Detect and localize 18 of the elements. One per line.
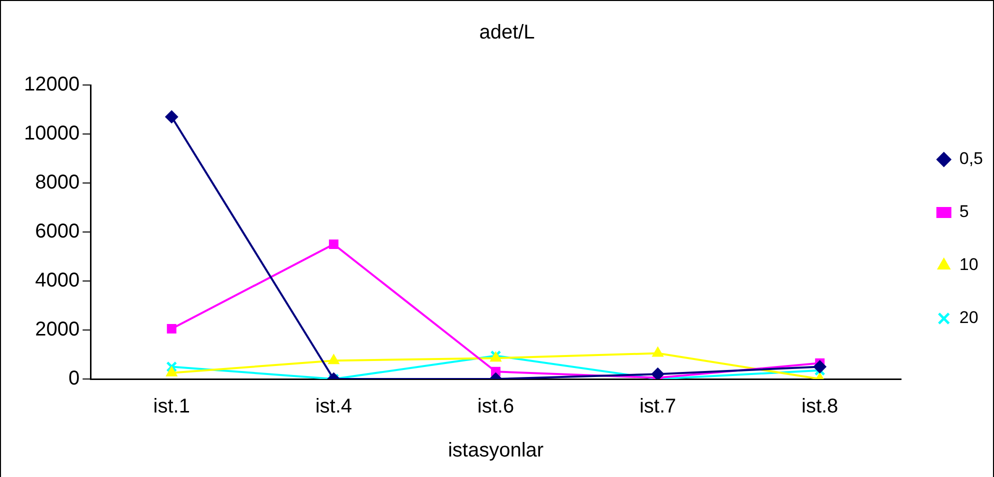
legend-label: 10: [959, 255, 978, 274]
x-tick-label: ist.1: [153, 396, 190, 418]
legend-label: 5: [959, 202, 969, 222]
y-tick-label: 8000: [35, 172, 80, 194]
x-tick-label: ist.4: [315, 396, 352, 418]
y-tick-label: 10000: [24, 122, 80, 145]
x-axis-title: istasyonlar: [448, 440, 544, 462]
x-tick-label: ist.7: [639, 396, 676, 418]
y-tick-label: 2000: [35, 318, 80, 341]
y-tick-label: 12000: [24, 74, 80, 96]
chart-title: adet/L: [479, 22, 535, 44]
legend-label: 20: [959, 308, 978, 328]
y-tick-label: 6000: [35, 220, 80, 243]
x-tick-label: ist.8: [802, 396, 838, 418]
legend-label: 0,5: [959, 149, 984, 168]
y-tick-label: 4000: [35, 270, 80, 292]
x-tick-label: ist.6: [477, 396, 514, 418]
y-tick-label: 0: [68, 368, 80, 390]
